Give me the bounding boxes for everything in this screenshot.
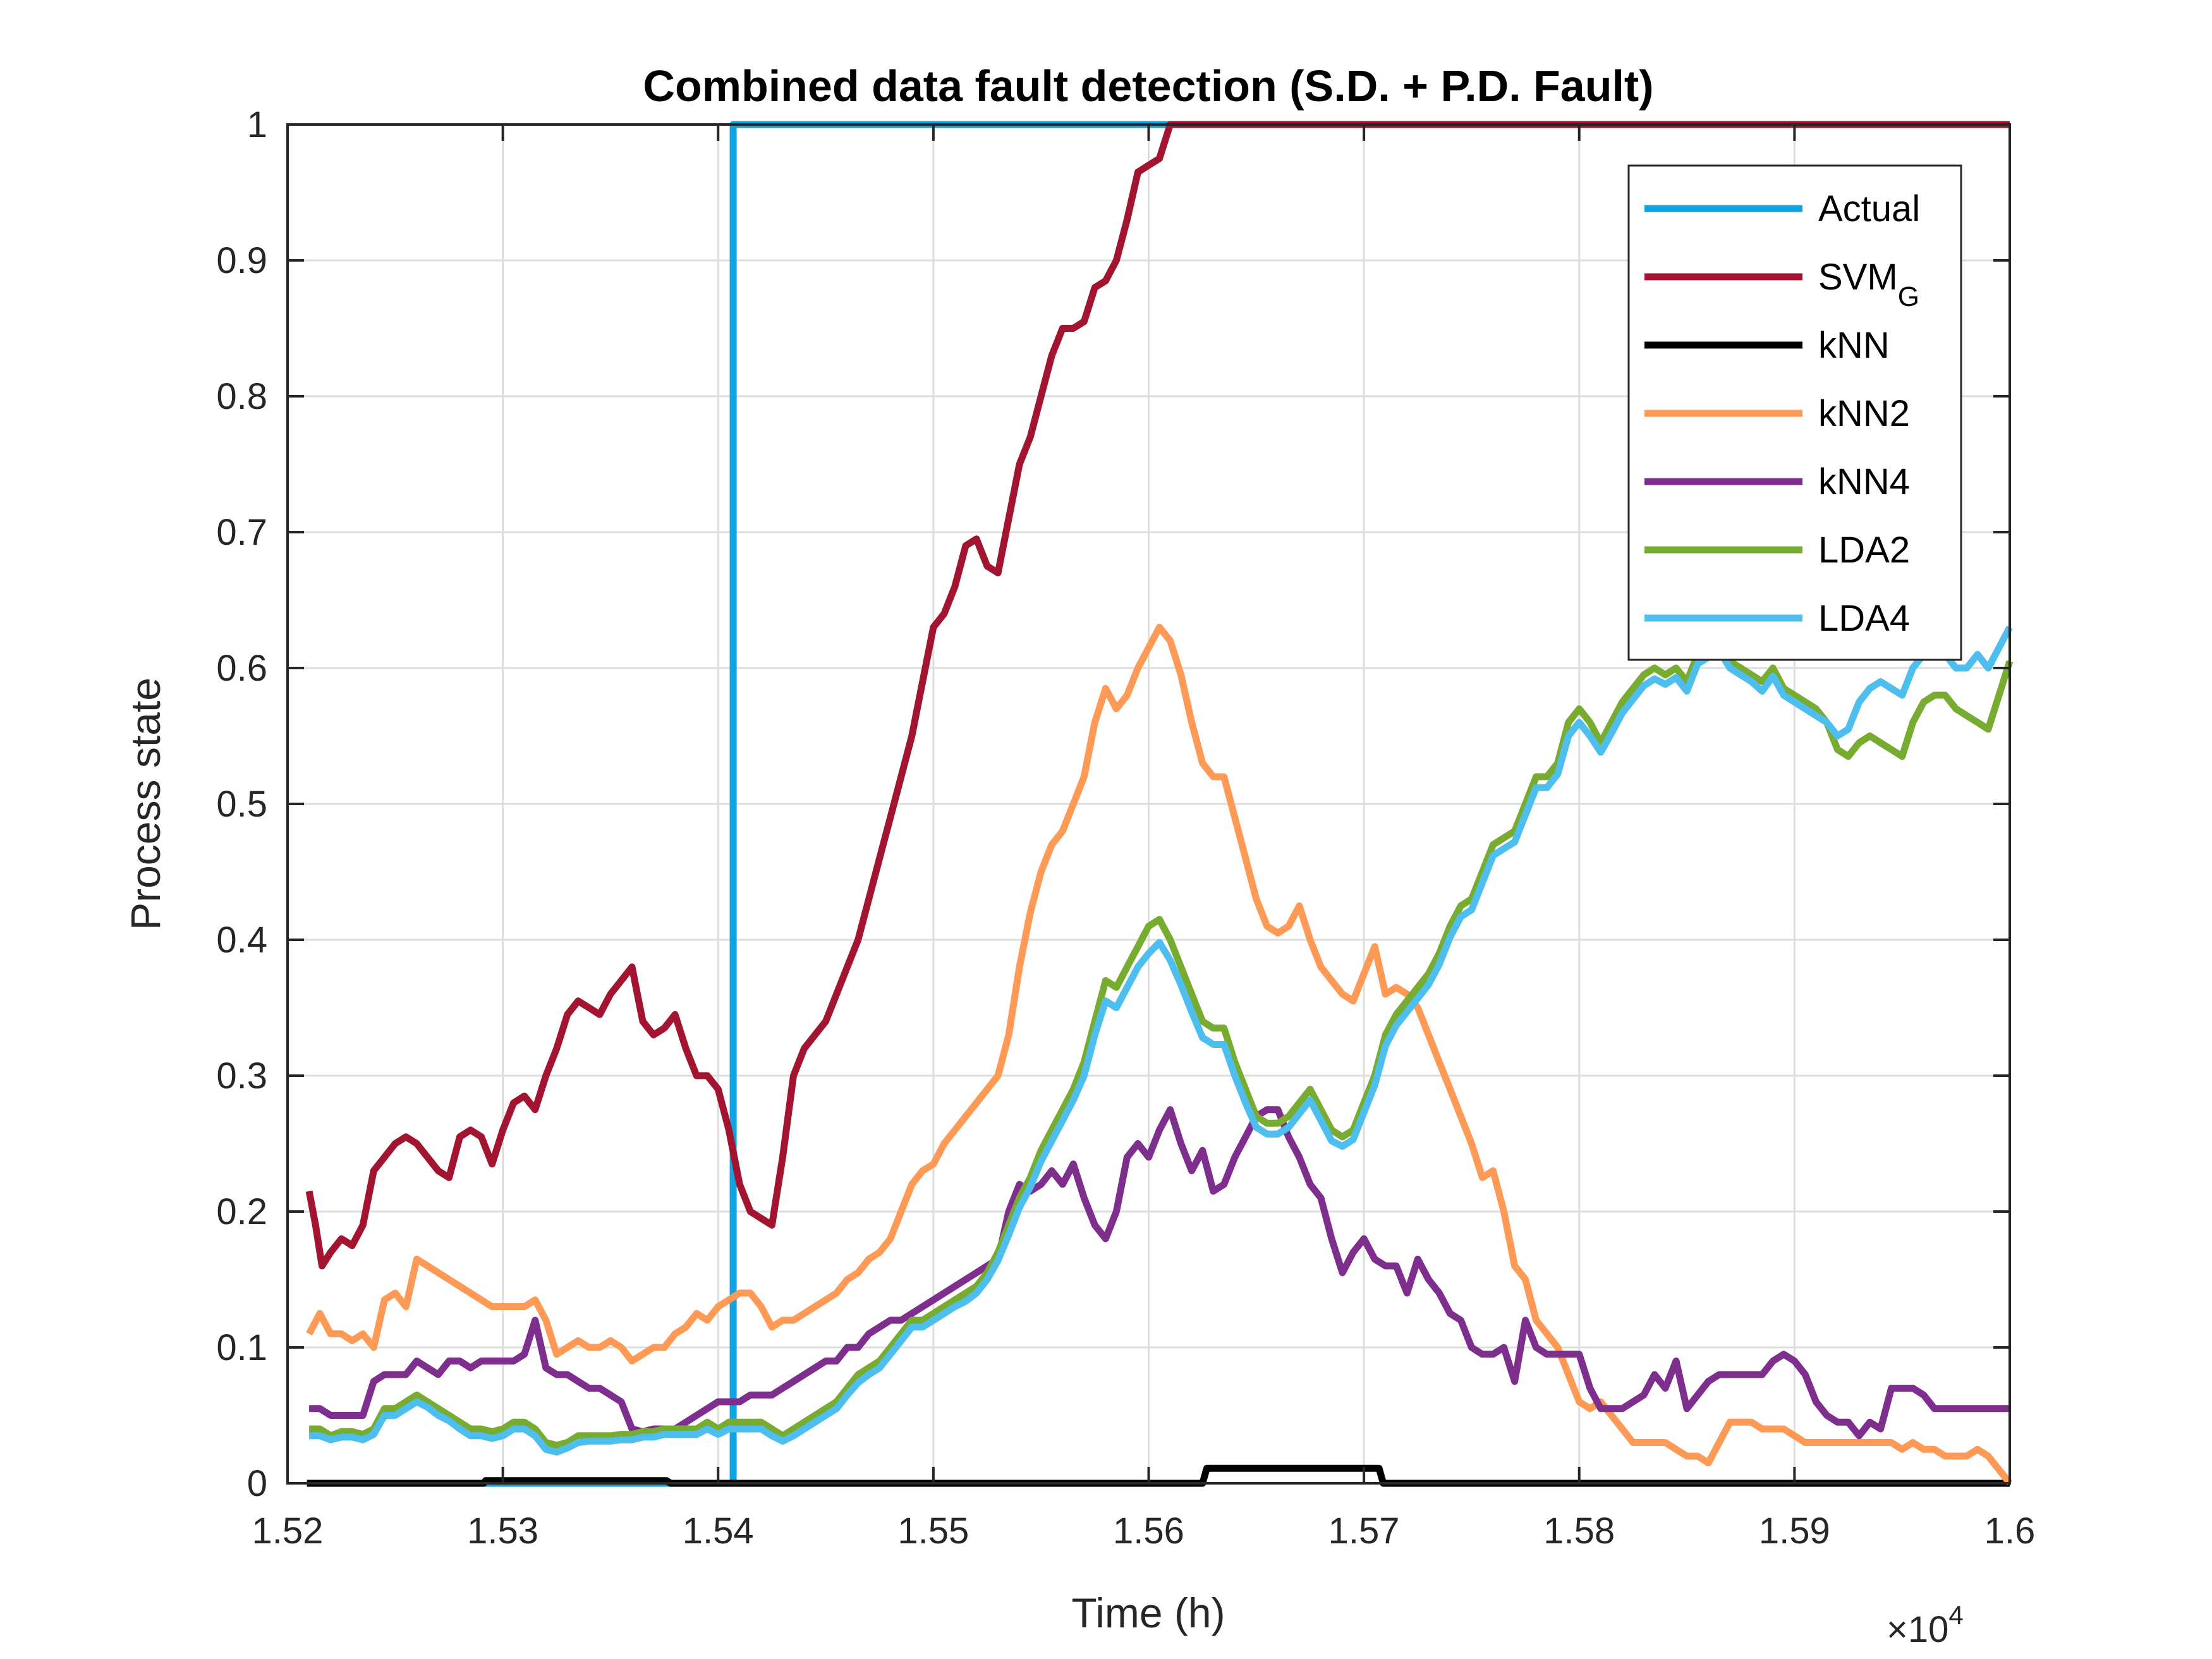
y-axis-label: Process state <box>122 678 169 930</box>
legend-label-subscript: G <box>1898 281 1919 312</box>
x-axis-exponent-power: 4 <box>1948 1600 1963 1630</box>
legend-label-actual: Actual <box>1818 188 1920 229</box>
y-tick-label: 0.1 <box>216 1327 267 1368</box>
y-tick-label: 0.6 <box>216 648 267 689</box>
y-tick-label: 0.4 <box>216 920 267 961</box>
legend-label-main: SVM <box>1818 257 1898 298</box>
legend-label-svmg: SVMG <box>1818 257 1919 312</box>
tick-labels: 1.52 1.53 1.54 1.55 1.56 1.57 1.58 1.59 1.6 0 0.1 0… <box>216 104 2035 1552</box>
y-tick-label: 1 <box>247 104 267 145</box>
x-tick-label: 1.58 <box>1543 1510 1615 1552</box>
y-tick-label: 0.7 <box>216 512 267 553</box>
x-tick-label: 1.53 <box>467 1510 538 1552</box>
series-line-lda4 <box>309 625 2013 1456</box>
x-axis-exponent-base: ×10 <box>1887 1609 1948 1650</box>
chart-title: Combined data fault detection (S.D. + P.… <box>643 61 1653 111</box>
y-tick-label: 0.9 <box>216 240 267 281</box>
x-tick-label: 1.59 <box>1759 1510 1830 1552</box>
legend-label-knn2: kNN2 <box>1818 393 1910 434</box>
series-line-knn4 <box>309 1106 2010 1440</box>
legend-label-knn4: kNN4 <box>1818 461 1910 502</box>
x-tick-label: 1.57 <box>1328 1510 1400 1552</box>
x-tick-label: 1.6 <box>1984 1510 2036 1552</box>
legend-label-lda2: LDA2 <box>1818 530 1910 571</box>
x-tick-label: 1.54 <box>683 1510 754 1552</box>
series-line-knn2 <box>306 624 2013 1486</box>
y-tick-label: 0.3 <box>216 1055 267 1097</box>
y-tick-label: 0.5 <box>216 784 267 825</box>
y-tick-label: 0 <box>247 1463 267 1504</box>
legend-label-knn: kNN <box>1818 325 1890 366</box>
y-tick-label: 0.8 <box>216 376 267 417</box>
legend-label-lda4: LDA4 <box>1818 598 1910 639</box>
x-tick-label: 1.56 <box>1113 1510 1184 1552</box>
series-line-svmg <box>305 121 2010 1270</box>
x-tick-label: 1.55 <box>897 1510 969 1552</box>
x-axis-exponent: ×104 <box>1887 1600 1964 1650</box>
x-tick-label: 1.52 <box>252 1510 324 1552</box>
ticks <box>286 123 2011 1485</box>
y-tick-label: 0.2 <box>216 1191 267 1232</box>
x-axis-label: Time (h) <box>1071 1589 1225 1636</box>
